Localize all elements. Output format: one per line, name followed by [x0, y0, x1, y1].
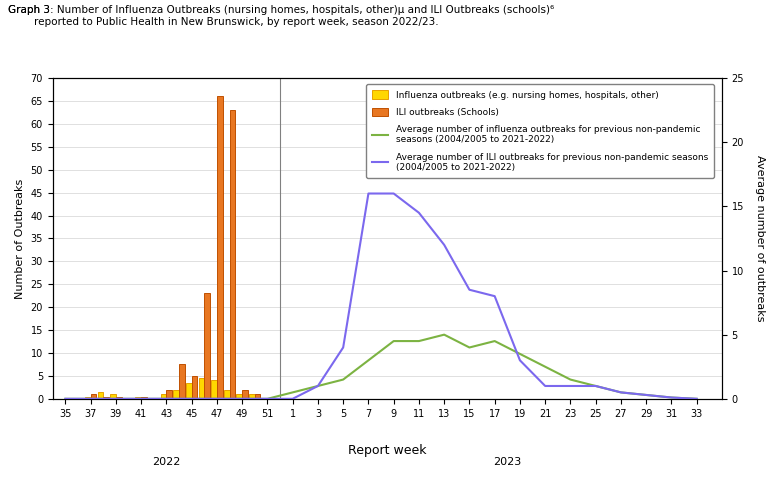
Bar	[192, 376, 197, 399]
Bar	[110, 394, 116, 399]
Bar	[179, 365, 185, 399]
Text: Graph 3: Number of Influenza Outbreaks (nursing homes, hospitals, other)µ and IL: Graph 3: Number of Influenza Outbreaks (…	[8, 5, 554, 27]
Bar	[224, 390, 229, 399]
Bar	[229, 110, 236, 399]
Bar	[204, 293, 210, 399]
X-axis label: Report week: Report week	[348, 443, 427, 457]
Bar	[236, 394, 242, 399]
Text: 2022: 2022	[152, 457, 181, 466]
Bar	[173, 390, 179, 399]
Bar	[90, 394, 97, 399]
Bar	[186, 383, 192, 399]
Bar	[255, 394, 261, 399]
Bar	[141, 397, 147, 399]
Bar	[116, 397, 122, 399]
Bar	[103, 397, 109, 399]
Bar	[166, 390, 172, 399]
Text: Graph 3: Graph 3	[8, 5, 50, 15]
Bar	[249, 394, 255, 399]
Bar	[242, 390, 248, 399]
Y-axis label: Average number of outbreaks: Average number of outbreaks	[755, 155, 765, 322]
Bar	[217, 96, 222, 399]
Legend: Influenza outbreaks (e.g. nursing homes, hospitals, other), ILI outbreaks (Schoo: Influenza outbreaks (e.g. nursing homes,…	[366, 84, 714, 178]
Y-axis label: Number of Outbreaks: Number of Outbreaks	[15, 178, 25, 299]
Bar	[161, 394, 166, 399]
Bar	[211, 380, 217, 399]
Bar	[136, 397, 141, 399]
Bar	[199, 378, 204, 399]
Text: 2023: 2023	[493, 457, 522, 466]
Bar	[85, 397, 90, 399]
Bar	[98, 392, 103, 399]
